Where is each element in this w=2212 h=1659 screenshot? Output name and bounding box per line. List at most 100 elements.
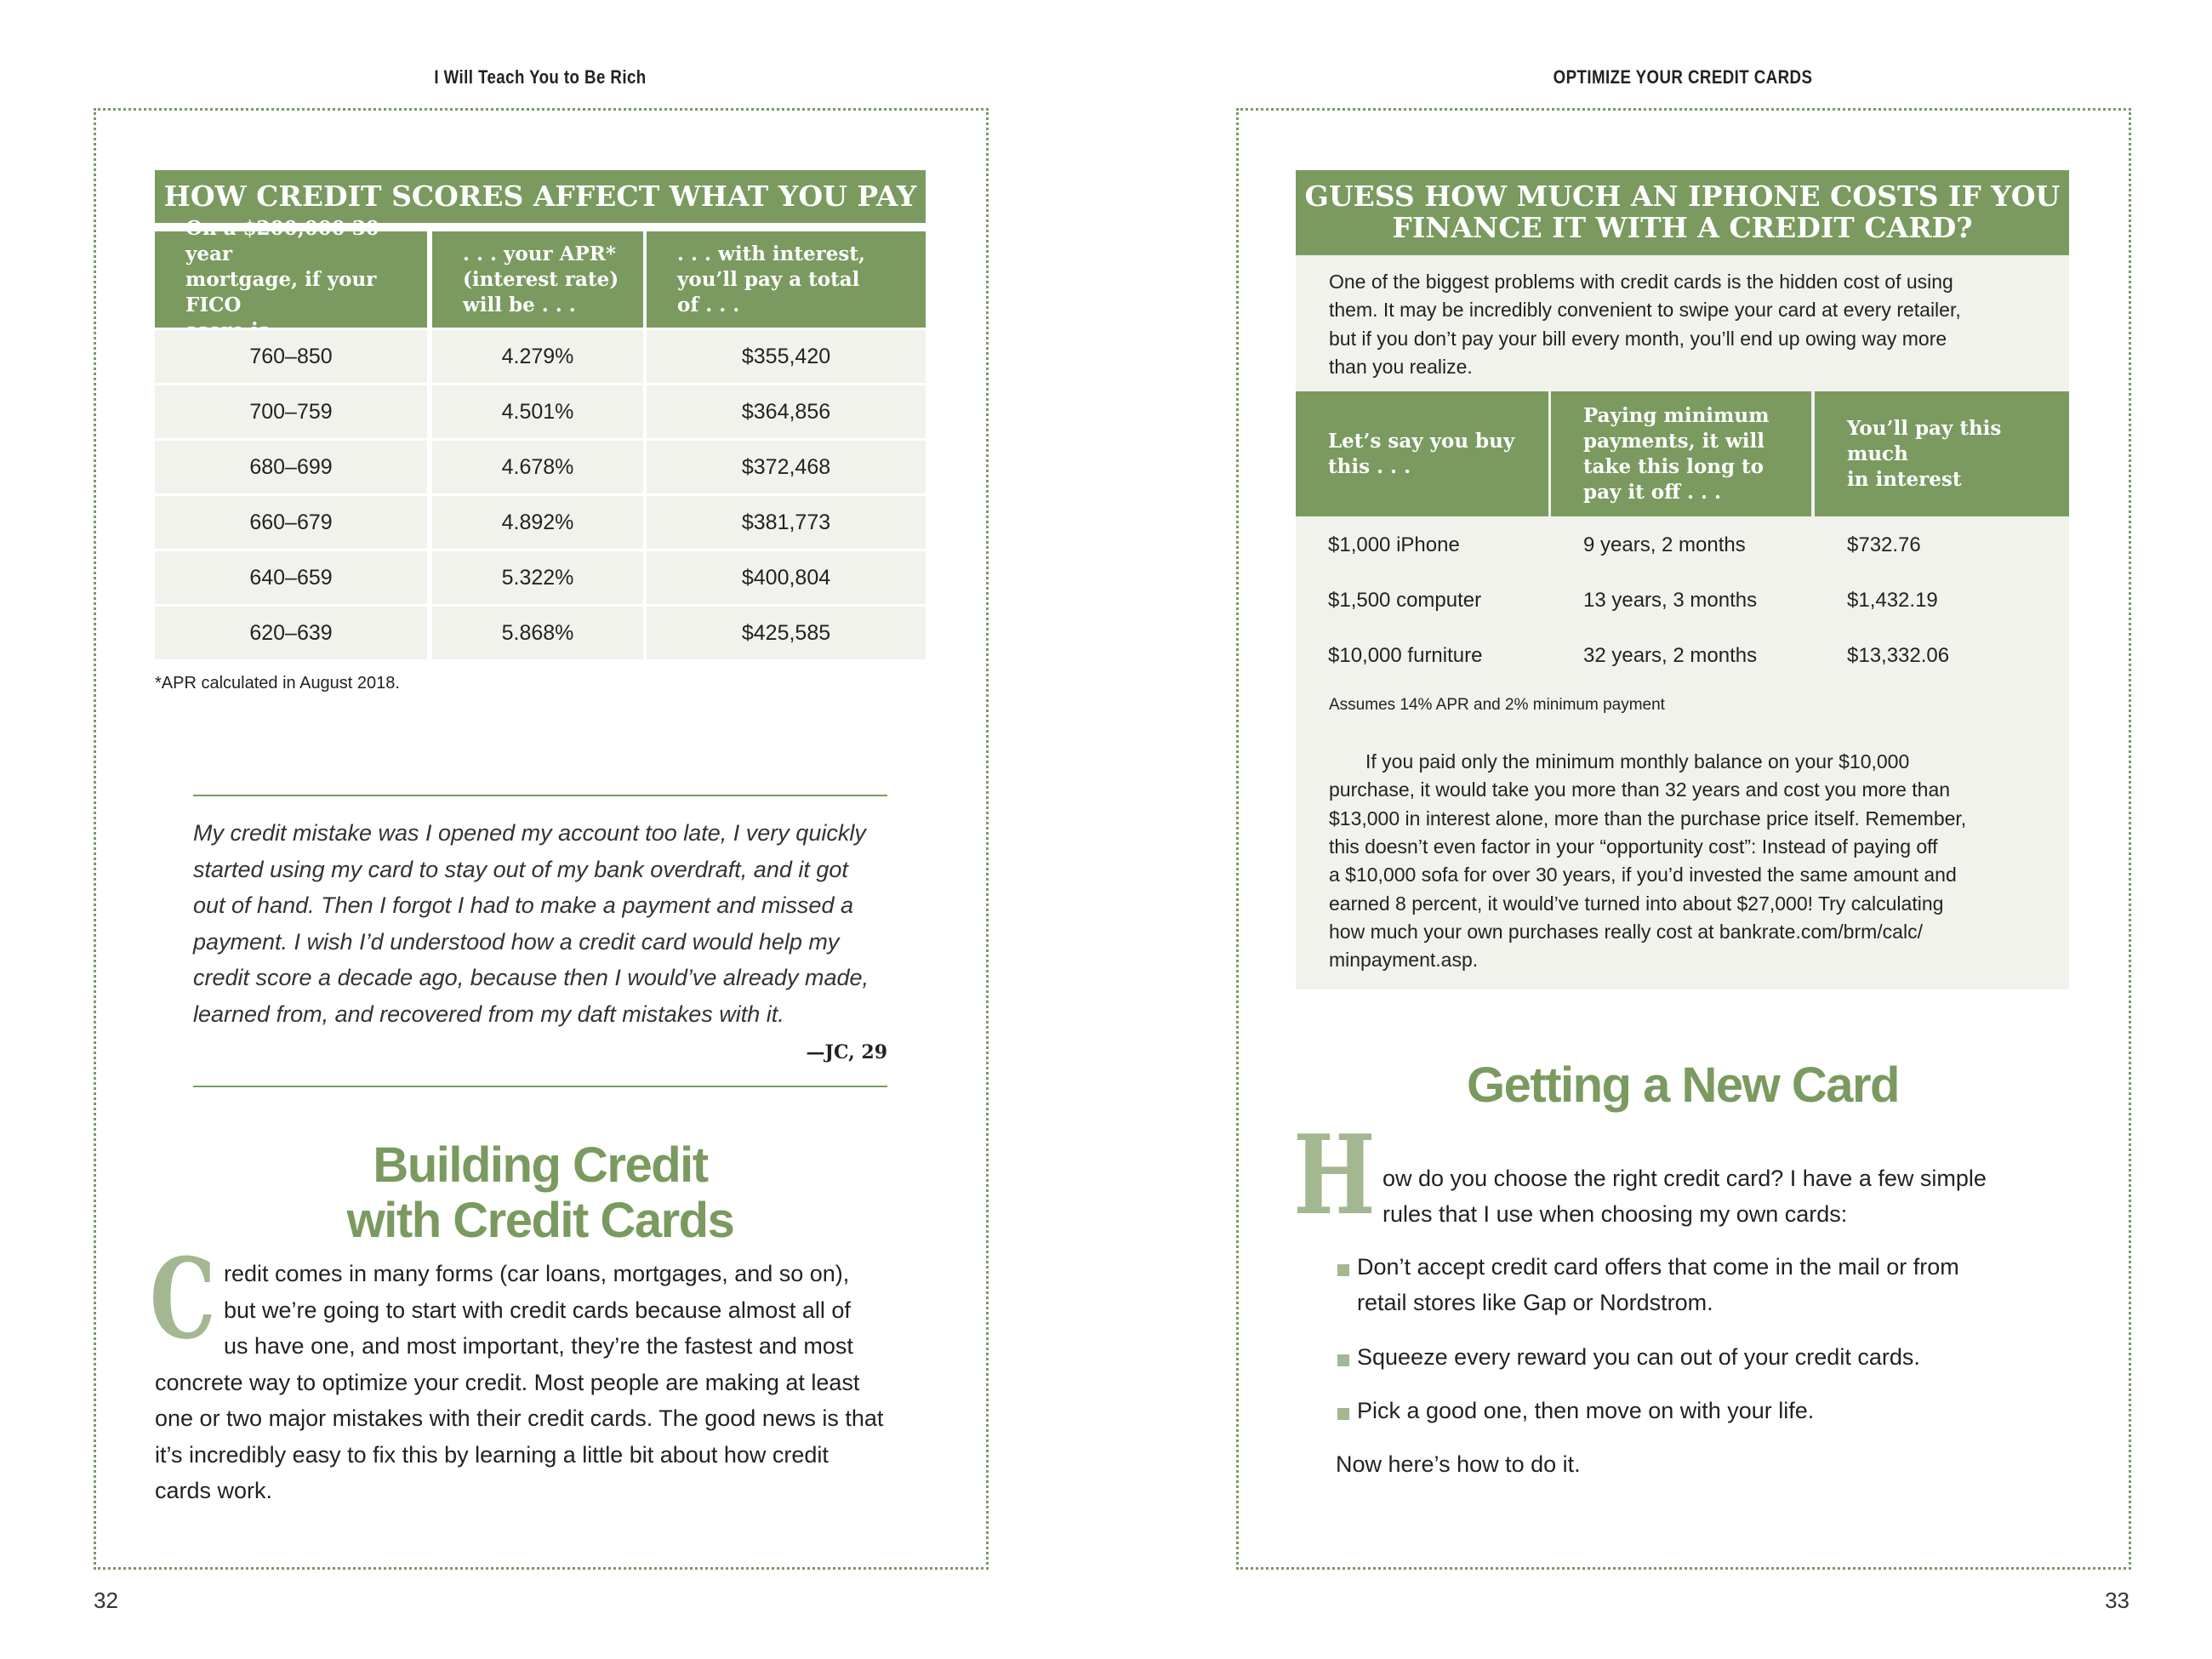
table-cell: 660–679: [155, 496, 427, 549]
header-text: . . . with interest, you’ll pay a total of…: [677, 242, 865, 318]
table-cell: 5.322%: [432, 551, 643, 604]
quote-line: My credit mistake was I opened my accoun…: [193, 820, 866, 846]
table-header-cell: . . . your APR* (interest rate) will be . …: [432, 231, 643, 328]
body-line: rules that I use when choosing my own ca…: [1382, 1201, 1848, 1227]
header-text: . . . your APR* (interest rate) will be . …: [463, 242, 619, 318]
section-heading-line-1: Building Credit: [373, 1137, 709, 1193]
closing-line: Now here’s how to do it.: [1336, 1451, 1581, 1477]
header-line: . . . with interest,: [677, 242, 865, 265]
section-heading-right: Getting a New Card: [1467, 1058, 1900, 1113]
table-cell: 5.868%: [432, 607, 643, 659]
table-cell: $372,468: [647, 441, 926, 493]
header-line: in interest: [1847, 467, 1962, 491]
drop-cap-h: H: [1293, 1112, 1376, 1240]
table-cell: 4.678%: [432, 441, 643, 493]
header-line: pay it off . . .: [1583, 480, 1721, 504]
paragraph-line: minpayment.asp.: [1329, 949, 1479, 972]
table-cell: 13 years, 3 months: [1551, 574, 1811, 627]
table-cell: 4.279%: [432, 330, 643, 383]
table-header-cell: You’ll pay this much in interest: [1815, 391, 2069, 516]
running-head-left: I Will Teach You to Be Rich: [434, 66, 647, 88]
body-line: one or two major mistakes with their cre…: [155, 1405, 884, 1431]
bullet-line: Don’t accept credit card offers that com…: [1357, 1254, 1959, 1280]
body-line: us have one, and most important, they’re…: [224, 1333, 853, 1359]
quote-attribution: —JC, 29: [806, 1041, 887, 1063]
quote-line: started using my card to stay out of my …: [193, 856, 848, 882]
paragraph-line: purchase, it would take you more than 32…: [1329, 778, 1951, 801]
paragraph-line: this doesn’t even factor in your “opport…: [1329, 835, 1938, 858]
quote-line: learned from, and recovered from my daft…: [193, 1001, 784, 1027]
header-text: Paying minimum payments, it will take this…: [1583, 403, 1769, 505]
intro-line: but if you don’t pay your bill every mon…: [1329, 327, 1947, 350]
header-line: you’ll pay a total: [677, 267, 860, 291]
header-line: Paying minimum: [1583, 403, 1770, 427]
paragraph-line: If you paid only the minimum monthly bal…: [1365, 750, 1910, 772]
section-heading-line-2: with Credit Cards: [346, 1193, 735, 1248]
header-line: . . . your APR*: [463, 242, 616, 265]
quote-line: out of hand. Then I forgot I had to make…: [193, 892, 853, 918]
drop-cap-c: C: [150, 1234, 216, 1364]
iphone-table-footnote: Assumes 14% APR and 2% minimum payment: [1329, 696, 1665, 714]
header-text: On a $200,000 30-year mortgage, if your F…: [185, 216, 427, 344]
bullet-square-icon: [1337, 1354, 1349, 1366]
header-line: Let’s say you buy: [1328, 429, 1515, 453]
paragraph-line: a $10,000 sofa for over 30 years, if you…: [1329, 864, 1957, 887]
running-head-right: OPTIMIZE YOUR CREDIT CARDS: [1553, 66, 1813, 88]
table-header-cell: On a $200,000 30-year mortgage, if your F…: [155, 217, 427, 342]
body-line: but we’re going to start with credit car…: [224, 1297, 851, 1323]
table-header-cell: Paying minimum payments, it will take this…: [1551, 391, 1811, 516]
table-cell: 32 years, 2 months: [1551, 630, 1811, 682]
quote-rule-top: [193, 795, 887, 796]
paragraph-line: earned 8 percent, it would’ve turned int…: [1329, 892, 1944, 915]
header-text: You’ll pay this much in interest: [1847, 416, 2069, 493]
intro-line: than you realize.: [1329, 355, 1473, 378]
page-frame-left: [94, 108, 989, 1570]
body-line: ow do you choose the right credit card? …: [1382, 1166, 1987, 1191]
quote-line: payment. I wish I’d understood how a cre…: [193, 928, 840, 955]
header-line: will be . . .: [463, 293, 576, 316]
page-number-right: 33: [2105, 1588, 2129, 1613]
credit-score-table-title: HOW CREDIT SCORES AFFECT WHAT YOU PAY: [155, 170, 926, 223]
quote-rule-bottom: [193, 1086, 887, 1087]
table-cell: 4.501%: [432, 385, 643, 438]
intro-line: them. It may be incredibly convenient to…: [1329, 299, 1961, 322]
bullet-square-icon: [1337, 1408, 1349, 1420]
table-cell: $355,420: [647, 330, 926, 383]
iphone-box-title-line-1: GUESS HOW MUCH AN IPHONE COSTS IF YOU: [1304, 180, 2061, 213]
table-cell: 700–759: [155, 385, 427, 438]
header-line: mortgage, if your FICO: [185, 267, 377, 316]
iphone-box-title: GUESS HOW MUCH AN IPHONE COSTS IF YOU FI…: [1296, 170, 2069, 255]
table-cell: 4.892%: [432, 496, 643, 549]
table-header-cell: . . . with interest, you’ll pay a total of…: [647, 231, 926, 328]
page-number-left: 32: [94, 1588, 118, 1613]
header-line: this . . .: [1328, 454, 1411, 478]
bullet-line: retail stores like Gap or Nordstrom.: [1357, 1290, 1713, 1315]
table-cell: 9 years, 2 months: [1551, 519, 1811, 572]
page-frame-right: [1236, 108, 2131, 1570]
table-cell: $381,773: [647, 496, 926, 549]
table-cell: $1,000 iPhone: [1296, 519, 1548, 572]
bullet-line: Squeeze every reward you can out of your…: [1357, 1344, 1920, 1370]
table-footnote: *APR calculated in August 2018.: [155, 674, 400, 693]
table-header-cell: Let’s say you buy this . . .: [1296, 391, 1548, 516]
table-cell: 620–639: [155, 607, 427, 659]
table-cell: 760–850: [155, 330, 427, 383]
header-text: Let’s say you buy this . . .: [1328, 429, 1514, 480]
table-cell: $10,000 furniture: [1296, 630, 1548, 682]
header-line: On a $200,000 30-year: [185, 216, 388, 265]
table-cell: 680–699: [155, 441, 427, 493]
table-cell: $1,432.19: [1815, 574, 2069, 627]
iphone-box-title-line-2: FINANCE IT WITH A CREDIT CARD?: [1392, 211, 1973, 244]
body-line: cards work.: [155, 1478, 273, 1503]
header-line: payments, it will: [1583, 429, 1765, 453]
body-line: concrete way to optimize your credit. Mo…: [155, 1369, 860, 1395]
paragraph-line: how much your own purchases really cost …: [1329, 920, 1923, 943]
body-line: redit comes in many forms (car loans, mo…: [224, 1261, 850, 1286]
table-cell: $732.76: [1815, 519, 2069, 572]
header-line: take this long to: [1583, 454, 1764, 478]
body-line: it’s incredibly easy to fix this by lear…: [155, 1441, 829, 1468]
bullet-square-icon: [1337, 1264, 1349, 1276]
table-cell: 640–659: [155, 551, 427, 604]
quote-line: credit score a decade ago, because then …: [193, 965, 869, 990]
intro-line: One of the biggest problems with credit …: [1329, 271, 1953, 293]
